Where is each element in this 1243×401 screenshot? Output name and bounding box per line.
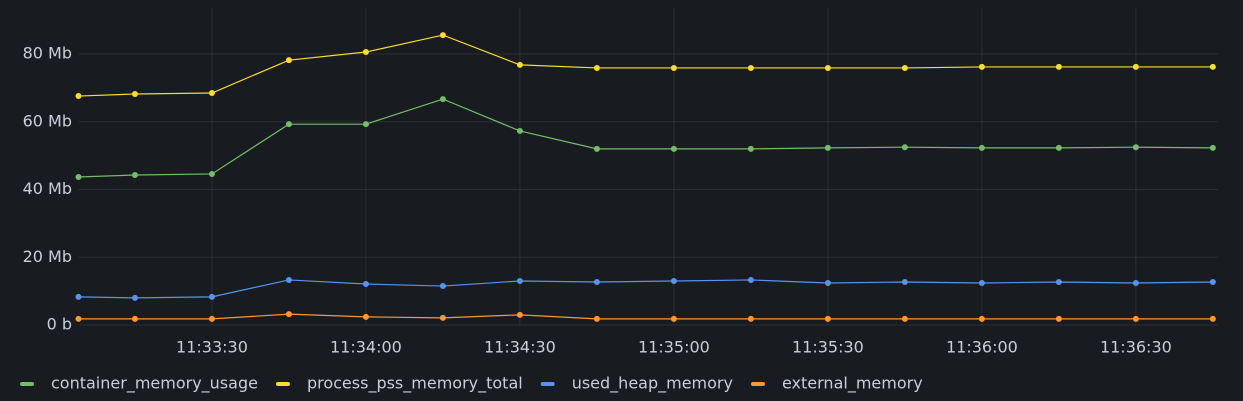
- legend-label[interactable]: container_memory_usage: [51, 374, 258, 394]
- data-point: [593, 64, 600, 71]
- data-point: [1132, 63, 1139, 70]
- data-point: [208, 293, 215, 300]
- data-point: [1055, 63, 1062, 70]
- legend-label[interactable]: used_heap_memory: [572, 374, 733, 394]
- data-point: [1209, 63, 1216, 70]
- legend-swatch: [275, 382, 290, 386]
- data-point: [75, 93, 82, 100]
- data-point: [670, 145, 677, 152]
- legend-swatch: [750, 382, 765, 386]
- data-point: [1132, 280, 1139, 287]
- data-point: [362, 49, 369, 56]
- data-point: [593, 278, 600, 285]
- series-line: [78, 313, 1213, 320]
- data-point: [131, 91, 138, 98]
- x-tick-label: 11:34:00: [330, 338, 402, 357]
- data-point: [285, 311, 292, 318]
- data-point: [978, 315, 985, 322]
- data-point: [131, 294, 138, 301]
- legend-swatch: [20, 382, 34, 386]
- data-point: [362, 281, 369, 288]
- data-point: [747, 315, 754, 322]
- data-point: [670, 315, 677, 322]
- data-point: [131, 315, 138, 322]
- data-point: [208, 170, 215, 177]
- data-point: [1132, 315, 1139, 322]
- data-point: [1209, 144, 1216, 151]
- data-point: [439, 32, 446, 39]
- data-point: [285, 276, 292, 283]
- data-point: [824, 144, 831, 151]
- data-point: [516, 277, 523, 284]
- data-point: [824, 315, 831, 322]
- data-point: [1055, 278, 1062, 285]
- data-point: [516, 311, 523, 318]
- data-point: [978, 280, 985, 287]
- data-point: [593, 145, 600, 152]
- data-point: [439, 96, 446, 103]
- data-point: [901, 144, 908, 151]
- data-point: [208, 90, 215, 97]
- x-tick-label: 11:36:00: [946, 338, 1018, 357]
- data-point: [75, 315, 82, 322]
- data-point: [901, 278, 908, 285]
- data-point: [824, 64, 831, 71]
- data-point: [670, 64, 677, 71]
- data-point: [747, 64, 754, 71]
- data-point: [1132, 144, 1139, 151]
- x-tick-label: 11:36:30: [1100, 338, 1172, 357]
- x-tick-label: 11:35:00: [638, 338, 710, 357]
- data-point: [285, 57, 292, 64]
- data-point: [670, 277, 677, 284]
- data-point: [285, 121, 292, 128]
- data-point: [1055, 315, 1062, 322]
- data-point: [747, 276, 754, 283]
- series-line: [78, 98, 1213, 178]
- y-tick-label: 40 Mb: [23, 179, 72, 198]
- data-point: [593, 315, 600, 322]
- data-point: [1055, 144, 1062, 151]
- legend-label[interactable]: external_memory: [782, 374, 923, 394]
- data-point: [75, 293, 82, 300]
- data-point: [439, 314, 446, 321]
- series-line: [78, 279, 1213, 299]
- y-tick-label: 20 Mb: [23, 247, 72, 266]
- legend-label[interactable]: process_pss_memory_total: [307, 374, 523, 394]
- data-point: [516, 61, 523, 68]
- data-point: [1209, 315, 1216, 322]
- data-point: [1209, 278, 1216, 285]
- data-point: [901, 64, 908, 71]
- data-point: [362, 313, 369, 320]
- data-point: [978, 144, 985, 151]
- series-line: [78, 34, 1213, 97]
- data-point: [747, 145, 754, 152]
- data-point: [824, 280, 831, 287]
- y-tick-label: 80 Mb: [23, 44, 72, 63]
- data-point: [362, 121, 369, 128]
- data-point: [75, 173, 82, 180]
- data-point: [208, 315, 215, 322]
- x-tick-label: 11:34:30: [484, 338, 556, 357]
- x-tick-label: 11:35:30: [792, 338, 864, 357]
- data-point: [978, 63, 985, 70]
- y-tick-label: 0 b: [47, 315, 72, 334]
- x-tick-label: 11:33:30: [176, 338, 248, 357]
- data-point: [131, 171, 138, 178]
- data-point: [901, 315, 908, 322]
- data-point: [516, 127, 523, 134]
- data-point: [439, 283, 446, 290]
- legend-swatch: [540, 382, 555, 386]
- y-tick-label: 60 Mb: [23, 111, 72, 130]
